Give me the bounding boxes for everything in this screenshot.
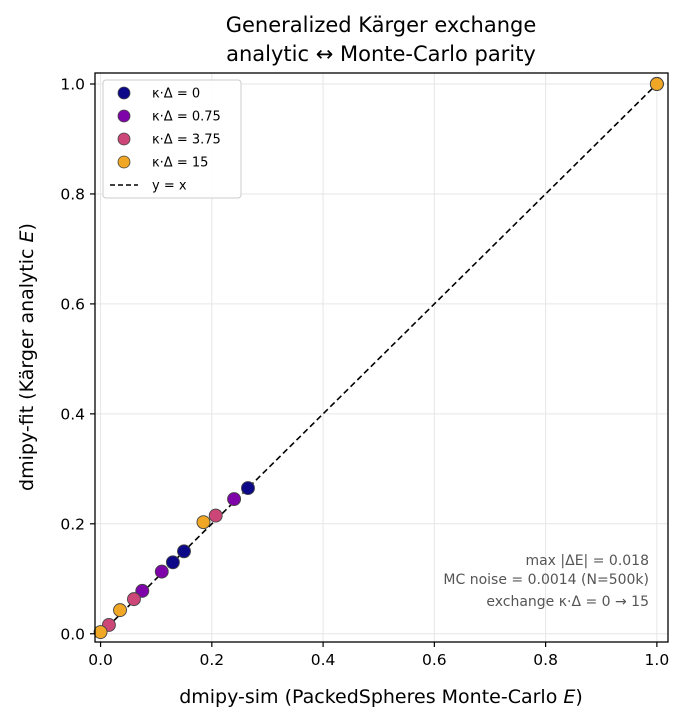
plot-area-frame (94, 72, 669, 643)
y-tick-label: 1.0 (60, 75, 85, 93)
x-tick-label: 0.8 (533, 651, 558, 669)
x-tick-label: 0.4 (311, 651, 336, 669)
reference-line-y-equals-x (100, 83, 658, 635)
x-axis-label-text: dmipy-sim (PackedSpheres Monte-Carlo (179, 686, 563, 708)
grid-lines (95, 73, 668, 642)
scatter-point-series-0 (165, 555, 180, 570)
legend-label-series-0: κ·Δ = 0 (152, 87, 200, 102)
legend-marker-series-2 (117, 132, 131, 146)
y-tick-label: 0.2 (60, 515, 85, 533)
y-axis-label-variable: E (16, 230, 38, 242)
y-tick-label: 0.6 (60, 295, 85, 313)
scatter-point-series-3 (196, 515, 211, 530)
y-tick-label: 0.8 (60, 185, 85, 203)
legend: κ·Δ = 0 κ·Δ = 0.75 κ·Δ = 3.75 κ·Δ = 15 y = x (102, 79, 242, 199)
axis-ticks: 0.0 0.2 0.4 0.6 0.8 1.0 0.0 0.2 0.4 0.6 0.8 1.0 (60, 75, 669, 669)
scatter-point-series-1 (154, 564, 169, 579)
x-tick-label: 0.2 (199, 651, 224, 669)
legend-box (102, 79, 242, 199)
x-axis-label-close: ) (575, 686, 582, 708)
x-tick-label: 0.6 (422, 651, 447, 669)
legend-label-series-3: κ·Δ = 15 (152, 156, 208, 171)
scatter-point-series-0 (241, 481, 255, 496)
reference-line-layer (100, 83, 658, 635)
legend-label-reference-line: y = x (152, 179, 187, 194)
x-tick-label: 0.0 (88, 651, 113, 669)
y-tick-label: 0.0 (60, 625, 85, 643)
legend-label-series-1: κ·Δ = 0.75 (152, 110, 221, 125)
x-tick-label: 1.0 (645, 651, 670, 669)
chart-title-line-2: analytic ↔ Monte-Carlo parity (226, 42, 536, 66)
x-axis-label: dmipy-sim (PackedSpheres Monte-Carlo E) (179, 686, 583, 708)
y-axis-label-text: dmipy-fit (Kärger analytic (16, 242, 38, 490)
scatter-point-series-3 (93, 625, 108, 640)
legend-marker-series-0 (117, 86, 131, 100)
scatter-point-series-1 (135, 583, 150, 598)
legend-marker-series-3 (117, 155, 131, 169)
x-axis-label-variable: E (563, 686, 575, 708)
legend-marker-series-1 (117, 109, 131, 123)
scatter-point-series-0 (177, 544, 191, 559)
scatter-points (93, 77, 664, 640)
scatter-point-series-3 (113, 603, 127, 618)
scatter-point-series-1 (227, 492, 242, 507)
scatter-point-series-2 (208, 508, 223, 523)
scatter-point-series-2 (126, 592, 141, 607)
y-tick-label: 0.4 (60, 405, 85, 423)
scatter-point-series-3 (649, 77, 664, 91)
annotation-max-diff: max |ΔE| = 0.018 (525, 553, 649, 569)
chart-title-line-1: Generalized Kärger exchange (226, 13, 537, 37)
legend-label-series-2: κ·Δ = 3.75 (152, 133, 221, 148)
y-axis-label: dmipy-fit (Kärger analytic E) (16, 223, 38, 491)
annotation-exchange-range: exchange κ·Δ = 0 → 15 (486, 594, 649, 610)
annotation-mc-noise: MC noise = 0.0014 (N=500k) (443, 572, 649, 588)
annotation-block: max |ΔE| = 0.018 MC noise = 0.0014 (N=50… (443, 553, 649, 610)
y-axis-label-close: ) (16, 223, 38, 230)
